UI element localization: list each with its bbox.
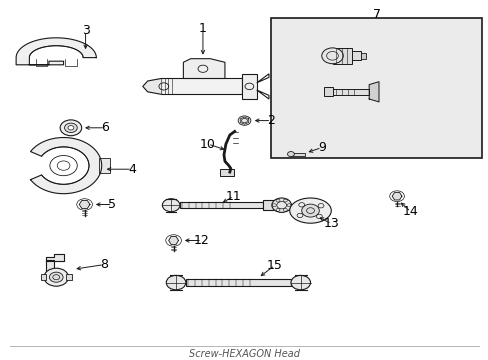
Text: 1: 1 <box>199 22 206 35</box>
Text: 10: 10 <box>200 138 215 150</box>
Polygon shape <box>16 38 96 65</box>
Bar <box>220 169 233 176</box>
Text: Screw-HEXAGON Head: Screw-HEXAGON Head <box>189 348 299 359</box>
Circle shape <box>271 198 291 212</box>
Text: 4: 4 <box>128 163 136 176</box>
Polygon shape <box>46 254 63 261</box>
Polygon shape <box>30 138 102 194</box>
Circle shape <box>287 152 294 157</box>
Polygon shape <box>183 59 224 78</box>
Text: 5: 5 <box>108 198 116 211</box>
Polygon shape <box>168 237 178 244</box>
Bar <box>46 260 54 274</box>
Text: 7: 7 <box>372 8 380 21</box>
Text: 6: 6 <box>101 121 109 134</box>
Polygon shape <box>142 78 161 94</box>
Bar <box>242 74 256 99</box>
Polygon shape <box>391 193 401 200</box>
Text: 13: 13 <box>323 217 339 230</box>
Bar <box>290 153 304 156</box>
Text: 2: 2 <box>267 114 275 127</box>
Polygon shape <box>368 82 378 102</box>
Circle shape <box>166 275 185 290</box>
Circle shape <box>162 199 180 212</box>
Circle shape <box>301 204 319 217</box>
Circle shape <box>238 116 250 125</box>
Text: 12: 12 <box>194 234 209 247</box>
Bar <box>271 18 481 158</box>
Circle shape <box>49 272 63 282</box>
Text: 3: 3 <box>81 24 89 37</box>
Circle shape <box>290 275 310 290</box>
Circle shape <box>44 268 68 286</box>
Text: 15: 15 <box>266 259 282 272</box>
Bar <box>332 89 368 95</box>
Circle shape <box>60 120 81 136</box>
Bar <box>41 274 46 280</box>
Ellipse shape <box>289 198 331 223</box>
Bar <box>263 200 273 210</box>
Text: 14: 14 <box>402 205 418 218</box>
Text: 8: 8 <box>100 258 108 271</box>
Polygon shape <box>79 201 90 208</box>
Bar <box>360 53 365 59</box>
Text: 11: 11 <box>225 190 241 203</box>
Bar <box>351 51 360 60</box>
Bar <box>99 158 110 173</box>
Circle shape <box>64 123 77 132</box>
Bar <box>185 279 290 286</box>
Text: 9: 9 <box>317 141 325 154</box>
Bar <box>332 48 351 64</box>
Bar <box>161 78 242 94</box>
Circle shape <box>68 126 74 130</box>
Bar <box>323 87 332 96</box>
Bar <box>66 274 72 280</box>
Bar <box>180 202 263 208</box>
Circle shape <box>321 48 343 64</box>
